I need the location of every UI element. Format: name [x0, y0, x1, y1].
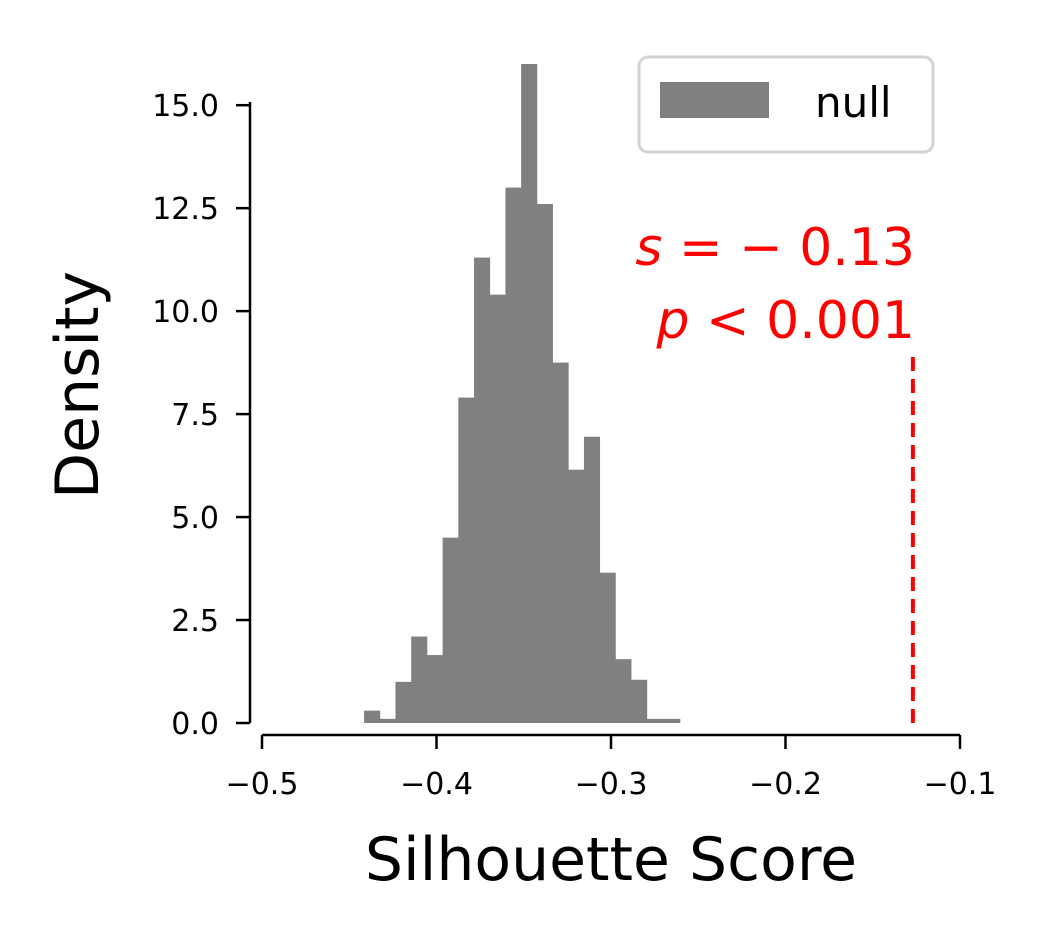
y-tick-label: 0.0	[171, 707, 219, 742]
y-axis-title: Density	[43, 271, 113, 499]
y-axis-ticks: 0.0 2.5 5.0 7.5 10.0 12.5 15.0	[152, 89, 250, 742]
y-tick-label: 2.5	[171, 604, 219, 639]
y-tick-label: 7.5	[171, 398, 219, 433]
histogram-bars	[364, 64, 681, 724]
histogram-bar	[458, 397, 475, 723]
legend-box	[637, 55, 935, 154]
histogram-bar	[631, 679, 648, 723]
histogram-bar	[662, 718, 681, 723]
y-tick-label: 5.0	[171, 501, 219, 536]
x-tick-label: −0.4	[400, 767, 473, 802]
x-tick-label: −0.3	[575, 767, 648, 802]
histogram-bar	[505, 187, 522, 723]
x-axis-title: Silhouette Score	[365, 825, 857, 895]
y-tick-label: 12.5	[152, 192, 219, 227]
histogram-bar	[395, 681, 412, 723]
histogram-bar	[411, 636, 428, 723]
x-tick-label: −0.2	[749, 767, 822, 802]
histogram-bar	[521, 64, 538, 723]
histogram-bar	[552, 362, 569, 723]
legend-swatch-null	[660, 82, 769, 118]
histogram-bar	[474, 257, 491, 723]
x-axis-ticks: −0.5 −0.4 −0.3 −0.2 −0.1	[226, 735, 997, 802]
histogram-bar	[379, 718, 396, 723]
p-value-annotation: p < 0.001	[655, 291, 915, 351]
x-tick-label: −0.1	[924, 767, 997, 802]
histogram-bar	[364, 710, 381, 723]
histogram-bar	[646, 718, 663, 723]
histogram-bar	[583, 436, 601, 723]
y-tick-label: 10.0	[152, 295, 219, 330]
legend: null	[637, 55, 935, 154]
x-tick-label: −0.5	[226, 767, 299, 802]
histogram-bar	[599, 572, 616, 723]
histogram-bar	[442, 537, 459, 723]
histogram-bar	[489, 294, 506, 723]
histogram-bar	[536, 204, 553, 724]
histogram-bar	[615, 659, 632, 723]
score-annotation: s = − 0.13	[635, 218, 915, 278]
legend-label-null: null	[815, 78, 892, 127]
histogram-bar	[568, 469, 585, 723]
y-tick-label: 15.0	[152, 89, 219, 124]
histogram-bar	[426, 655, 444, 723]
